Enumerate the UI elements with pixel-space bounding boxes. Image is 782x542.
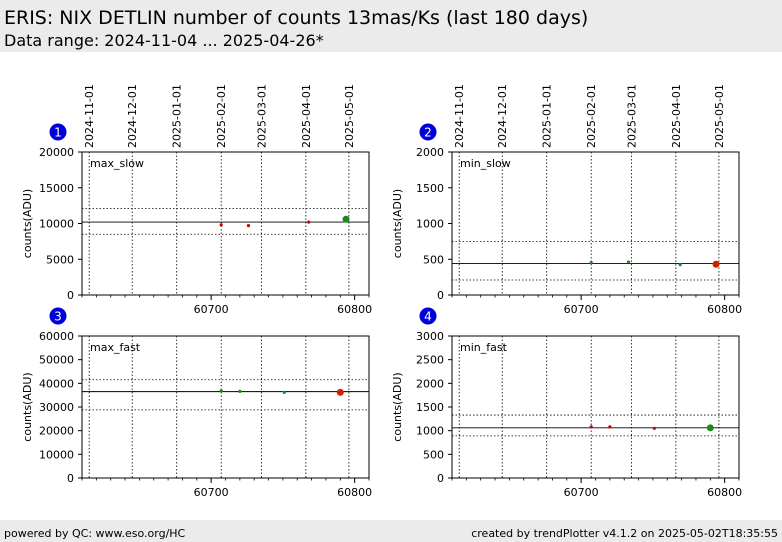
y-tick-label: 10000 <box>39 448 74 461</box>
chart-panel-min_fast: 0 500 1000 1500 2000 2500 3000 60700 60800 min_fa… <box>391 307 742 499</box>
y-tick-label: 0 <box>437 472 444 485</box>
date-tick-label: 2025-03-01 <box>625 84 638 148</box>
panel-number-text: 2 <box>424 126 432 140</box>
data-point <box>608 425 612 429</box>
data-range-subtitle: Data range: 2024-11-04 ... 2025-04-26* <box>4 31 324 50</box>
date-tick-label: 2025-04-01 <box>300 84 313 148</box>
date-tick-label: 2025-04-01 <box>670 84 683 148</box>
panel-number-badge <box>49 123 67 141</box>
y-axis-label: counts(ADU) <box>391 189 404 258</box>
y-tick-label: 2000 <box>416 377 444 390</box>
data-point <box>219 389 223 393</box>
data-point <box>246 224 251 228</box>
date-tick-label: 2025-01-01 <box>541 84 554 148</box>
chart-panel-min_slow: 0 500 1000 1500 2000 60700 60800 2024-11-01 2024… <box>391 84 742 316</box>
chart-panel-max_slow: 0 5000 10000 15000 20000 60700 60800 2024-11-01… <box>21 84 372 316</box>
y-tick-label: 0 <box>67 472 74 485</box>
data-point <box>589 425 593 429</box>
y-tick-label: 1500 <box>416 182 444 195</box>
y-tick-label: 60000 <box>39 330 74 343</box>
date-tick-label: 2025-02-01 <box>585 84 598 148</box>
y-tick-label: 20000 <box>39 425 74 438</box>
date-tick-label: 2024-11-01 <box>83 84 96 148</box>
x-tick-label: 60700 <box>564 486 599 499</box>
date-tick-label: 2025-03-01 <box>255 84 268 148</box>
date-tick-label: 2024-12-01 <box>126 84 139 148</box>
plot-frame <box>81 335 370 479</box>
x-tick-label: 60700 <box>194 303 229 316</box>
y-tick-label: 1500 <box>416 401 444 414</box>
panel-number-text: 1 <box>54 126 62 140</box>
panel-number-badge <box>49 307 67 325</box>
date-tick-label: 2025-02-01 <box>215 84 228 148</box>
footer-bar: powered by QC: www.eso.org/HC created by… <box>0 520 782 542</box>
plot-frame <box>81 151 370 296</box>
series-label: max_slow <box>90 157 144 170</box>
date-tick-label: 2025-05-01 <box>343 84 356 148</box>
y-tick-label: 1000 <box>416 218 444 231</box>
panel-number-badge <box>419 307 437 325</box>
series-label: min_fast <box>460 341 508 354</box>
data-point <box>238 389 242 393</box>
y-axis-label: counts(ADU) <box>21 189 34 258</box>
panel-number-text: 4 <box>424 310 432 324</box>
y-tick-label: 3000 <box>416 330 444 343</box>
y-tick-label: 40000 <box>39 377 74 390</box>
x-tick-label: 60700 <box>564 303 599 316</box>
y-tick-label: 0 <box>67 289 74 302</box>
data-point <box>219 223 223 227</box>
plot-frame <box>451 151 740 296</box>
y-tick-label: 2500 <box>416 354 444 367</box>
series-label: min_slow <box>460 157 511 170</box>
y-tick-label: 15000 <box>39 182 74 195</box>
footer-powered-by: powered by QC: www.eso.org/HC <box>4 527 186 540</box>
page-title: ERIS: NIX DETLIN number of counts 13mas/… <box>4 7 589 29</box>
data-point <box>589 260 593 265</box>
x-tick-label: 60700 <box>194 486 229 499</box>
date-tick-label: 2024-11-01 <box>453 84 466 148</box>
chart-panel-max_fast: 0 10000 20000 30000 40000 50000 60000 60700 6080… <box>21 307 372 499</box>
footer-created-by: created by trendPlotter v4.1.2 on 2025-0… <box>471 527 778 540</box>
data-point <box>342 215 350 223</box>
header-bar: ERIS: NIX DETLIN number of counts 13mas/… <box>0 0 782 52</box>
y-axis-label: counts(ADU) <box>391 372 404 441</box>
date-tick-label: 2025-05-01 <box>713 84 726 148</box>
y-tick-label: 1000 <box>416 425 444 438</box>
plot-frame <box>451 335 740 479</box>
date-tick-label: 2024-12-01 <box>496 84 509 148</box>
y-tick-label: 10000 <box>39 218 74 231</box>
y-tick-label: 500 <box>423 253 444 266</box>
data-point <box>307 220 311 224</box>
y-tick-label: 5000 <box>46 253 74 266</box>
y-tick-label: 50000 <box>39 354 74 367</box>
x-tick-label: 60800 <box>337 486 372 499</box>
panel-number-text: 3 <box>54 310 62 324</box>
date-tick-label: 2025-01-01 <box>171 84 184 148</box>
x-tick-label: 60800 <box>707 303 742 316</box>
data-point <box>336 388 344 396</box>
y-tick-label: 30000 <box>39 401 74 414</box>
data-point <box>678 263 682 267</box>
data-point <box>652 426 656 430</box>
series-label: max_fast <box>90 341 141 354</box>
y-tick-label: 2000 <box>416 146 444 159</box>
panel-number-badge <box>419 123 437 141</box>
y-axis-label: counts(ADU) <box>21 372 34 441</box>
x-tick-label: 60800 <box>707 486 742 499</box>
data-point <box>706 424 714 432</box>
y-tick-label: 20000 <box>39 146 74 159</box>
y-tick-label: 500 <box>423 448 444 461</box>
data-point <box>282 390 286 394</box>
x-tick-label: 60800 <box>337 303 372 316</box>
data-point <box>712 260 720 268</box>
y-tick-label: 0 <box>437 289 444 302</box>
data-point <box>626 260 631 264</box>
